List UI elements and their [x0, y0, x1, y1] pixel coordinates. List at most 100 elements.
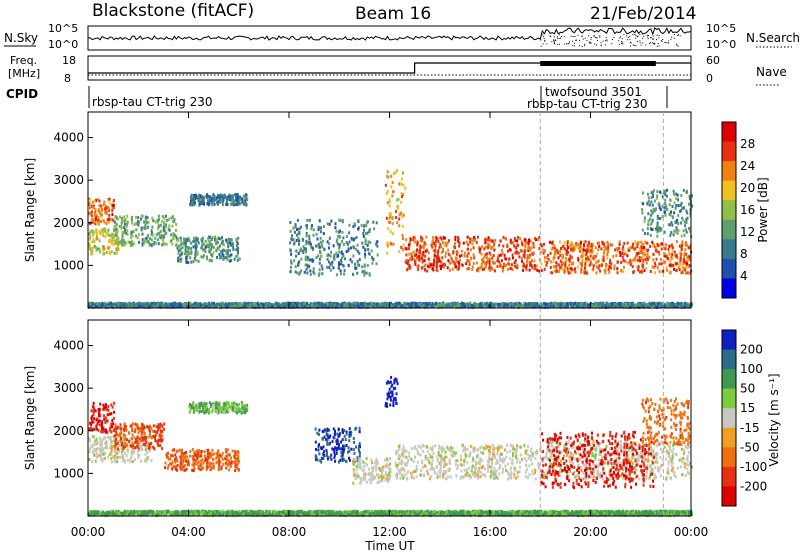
- power-pixel: [453, 301, 456, 305]
- power-pixel: [678, 244, 681, 248]
- power-pixel: [158, 235, 161, 239]
- power-pixel: [305, 231, 308, 235]
- power-pixel: [302, 302, 304, 306]
- power-pixel: [100, 212, 103, 216]
- power-pixel: [306, 258, 309, 262]
- power-pixel: [444, 255, 447, 258]
- power-pixel: [437, 250, 440, 254]
- velocity-pixel: [102, 427, 105, 431]
- power-pixel: [438, 259, 441, 263]
- velocity-pixel: [88, 427, 91, 431]
- velocity-pixel: [144, 453, 147, 456]
- power-pixel: [295, 233, 298, 237]
- velocity-pixel: [89, 421, 92, 425]
- power-pixel: [334, 226, 337, 230]
- power-pixel: [98, 302, 101, 306]
- power-pixel: [175, 235, 178, 239]
- nsearch-dot: [635, 37, 637, 39]
- velocity-pixel: [99, 440, 102, 444]
- power-pixel: [457, 301, 460, 305]
- power-pixel: [529, 263, 532, 267]
- power-pixel: [608, 270, 611, 274]
- power-pixel: [680, 194, 683, 198]
- power-pixel: [636, 305, 639, 309]
- power-pixel: [582, 245, 585, 249]
- power-pixel: [453, 242, 456, 246]
- nsearch-dot: [554, 39, 556, 41]
- power-pixel: [650, 196, 653, 200]
- power-pixel: [138, 220, 141, 224]
- power-pixel: [113, 251, 116, 255]
- power-pixel: [203, 254, 206, 258]
- power-pixel: [322, 304, 325, 308]
- power-pixel: [678, 264, 681, 268]
- power-pixel: [391, 194, 394, 198]
- power-pixel: [121, 231, 124, 234]
- power-pixel: [609, 302, 612, 306]
- power-pixel: [676, 262, 679, 266]
- power-pixel: [236, 193, 239, 196]
- power-pixel: [122, 302, 125, 306]
- power-ytick-label: 2000: [53, 216, 84, 230]
- power-pixel: [649, 222, 652, 226]
- power-pixel: [358, 258, 361, 262]
- power-pixel: [435, 302, 437, 305]
- power-pixel: [102, 252, 105, 256]
- power-pixel: [116, 242, 118, 246]
- power-pixel: [152, 219, 155, 223]
- power-pixel: [407, 243, 410, 247]
- power-pixel: [210, 198, 213, 202]
- power-pixel: [670, 243, 673, 247]
- power-pixel: [539, 305, 542, 309]
- power-pixel: [303, 270, 306, 274]
- power-pixel: [227, 241, 230, 245]
- power-pixel: [257, 304, 260, 308]
- power-pixel: [198, 202, 201, 206]
- power-pixel: [188, 251, 190, 255]
- power-pixel: [149, 302, 152, 305]
- power-pixel: [440, 245, 443, 249]
- power-pixel: [685, 252, 688, 256]
- power-pixel: [657, 250, 660, 254]
- power-pixel: [584, 266, 586, 270]
- power-cbar-tick: 28: [740, 137, 755, 151]
- power-pixel: [599, 269, 602, 273]
- power-pixel: [367, 251, 370, 255]
- power-pixel: [274, 305, 277, 309]
- velocity-pixel: [113, 439, 116, 442]
- power-pixel: [115, 303, 118, 307]
- power-pixel: [365, 232, 367, 235]
- power-pixel: [633, 247, 635, 251]
- power-pixel: [305, 250, 307, 254]
- power-pixel: [225, 251, 228, 255]
- nsearch-dot: [661, 40, 663, 42]
- power-pixel: [218, 198, 221, 202]
- power-pixel: [125, 231, 128, 235]
- power-pixel: [473, 256, 476, 260]
- power-pixel: [422, 246, 425, 250]
- power-pixel: [681, 240, 684, 244]
- power-pixel: [364, 239, 367, 243]
- power-pixel: [95, 214, 98, 217]
- power-pixel: [402, 243, 405, 247]
- nsearch-dot: [656, 45, 658, 47]
- power-pixel: [688, 264, 691, 268]
- power-pixel: [448, 261, 451, 265]
- power-pixel: [236, 242, 239, 246]
- power-pixel: [655, 305, 658, 309]
- power-pixel: [418, 254, 421, 258]
- power-pixel: [684, 301, 687, 305]
- power-pixel: [649, 217, 651, 221]
- power-pixel: [112, 200, 115, 204]
- power-pixel: [102, 228, 105, 232]
- power-pixel: [562, 247, 565, 251]
- power-pixel: [246, 304, 249, 308]
- power-pixel: [340, 272, 343, 276]
- power-pixel: [659, 208, 662, 212]
- nsearch-dot: [629, 35, 631, 37]
- power-pixel: [218, 195, 221, 199]
- power-pixel: [641, 243, 644, 247]
- power-pixel: [157, 238, 160, 242]
- power-pixel: [174, 301, 177, 305]
- power-pixel: [113, 220, 116, 224]
